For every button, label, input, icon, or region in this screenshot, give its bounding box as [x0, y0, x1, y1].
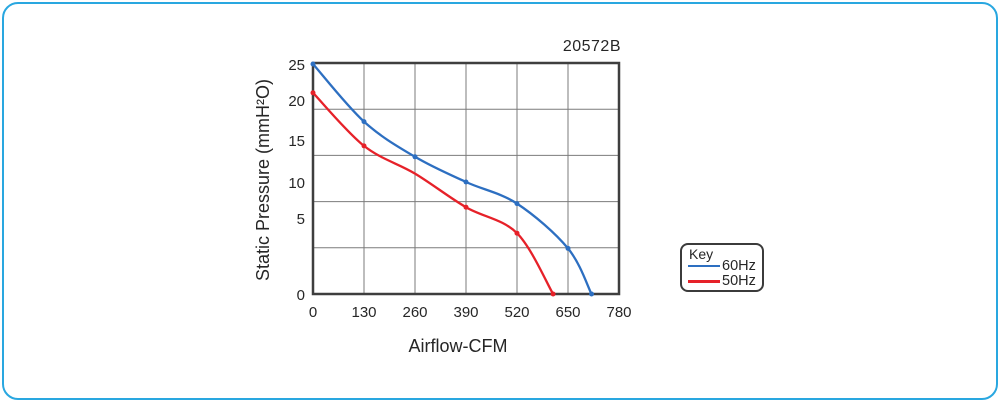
data-point-60Hz	[589, 291, 595, 297]
data-point-60Hz	[565, 245, 571, 251]
data-point-60Hz	[463, 179, 469, 185]
legend-entry-60Hz: 60Hz	[688, 257, 756, 274]
y-tick-label: 5	[296, 210, 305, 228]
data-point-50Hz	[514, 230, 520, 236]
data-point-60Hz	[412, 154, 418, 160]
legend-label: 50Hz	[722, 273, 756, 289]
x-tick-label: 650	[555, 304, 581, 321]
y-tick-label: 25	[288, 56, 305, 74]
legend-title: Key	[689, 246, 714, 262]
legend-line-swatch	[688, 280, 720, 283]
data-point-60Hz	[514, 201, 520, 207]
data-point-50Hz	[550, 291, 556, 297]
data-point-50Hz	[463, 204, 469, 210]
x-tick-label: 0	[308, 304, 318, 321]
y-tick-label: 0	[296, 286, 305, 304]
curve-50Hz	[311, 91, 555, 296]
curve-60Hz	[311, 62, 593, 296]
model-number-label: 20572B	[562, 38, 621, 55]
legend-line-swatch	[688, 264, 720, 268]
x-tick-label: 130	[351, 304, 377, 321]
legend-entry-50Hz: 50Hz	[688, 274, 756, 289]
legend-label: 60Hz	[722, 257, 756, 274]
x-tick-label: 390	[453, 304, 479, 321]
data-point-50Hz	[310, 90, 316, 96]
data-point-60Hz	[310, 61, 316, 67]
data-point-50Hz	[361, 143, 367, 149]
x-tick-label: 520	[504, 304, 530, 321]
data-point-60Hz	[361, 119, 367, 125]
legend-box: Key 60Hz 50Hz	[680, 243, 764, 292]
y-tick-label: 15	[288, 132, 305, 150]
x-tick-label: 260	[402, 304, 428, 321]
y-tick-label: 10	[288, 174, 305, 192]
x-axis-title: Airflow-CFM	[408, 336, 508, 356]
y-tick-label: 20	[288, 92, 305, 110]
x-tick-label: 780	[606, 304, 632, 321]
